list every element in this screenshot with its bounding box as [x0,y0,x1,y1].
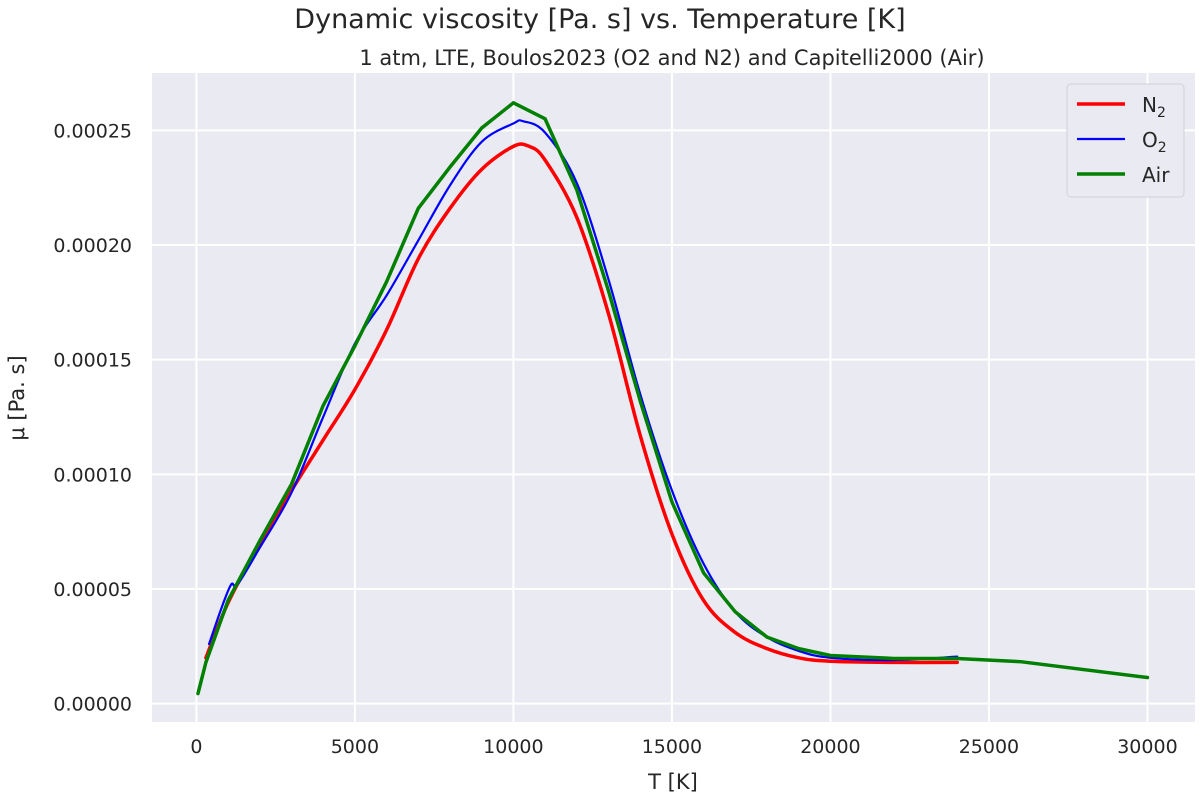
x-tick-label: 30000 [1117,736,1177,758]
x-tick-label: 20000 [800,736,860,758]
y-axis-label: μ [Pa. s] [5,355,29,440]
x-axis-label: T [K] [647,770,698,794]
y-tick-label: 0.00010 [53,464,132,486]
legend-box [1066,83,1185,198]
y-tick-label: 0.00015 [53,350,132,372]
grid [152,73,1195,722]
series-line-air [196,101,1150,696]
plot-area [152,73,1195,722]
legend-label: O2 [1142,128,1167,156]
legend: N2 O2 Air [1066,83,1185,198]
series-lines [196,101,1150,696]
x-tick-label: 5000 [331,736,379,758]
chart-title: Dynamic viscosity [Pa. s] vs. Temperatur… [294,4,905,35]
y-tick-label: 0.00005 [53,579,132,601]
x-tick-label: 0 [190,736,202,758]
x-tick-label: 10000 [483,736,543,758]
legend-label: N2 [1142,93,1166,121]
legend-label: Air [1142,163,1170,187]
tick-labels: 0 5000 10000 15000 20000 25000 30000 0.00000 0.0… [53,120,1177,758]
y-tick-label: 0.00025 [53,120,132,142]
y-tick-label: 0.00000 [53,694,132,716]
chart-subtitle: 1 atm, LTE, Boulos2023 (O2 and N2) and C… [359,46,984,70]
x-tick-label: 15000 [642,736,702,758]
y-tick-label: 0.00020 [53,235,132,257]
series-line-n2 [204,142,959,665]
x-tick-label: 25000 [959,736,1019,758]
